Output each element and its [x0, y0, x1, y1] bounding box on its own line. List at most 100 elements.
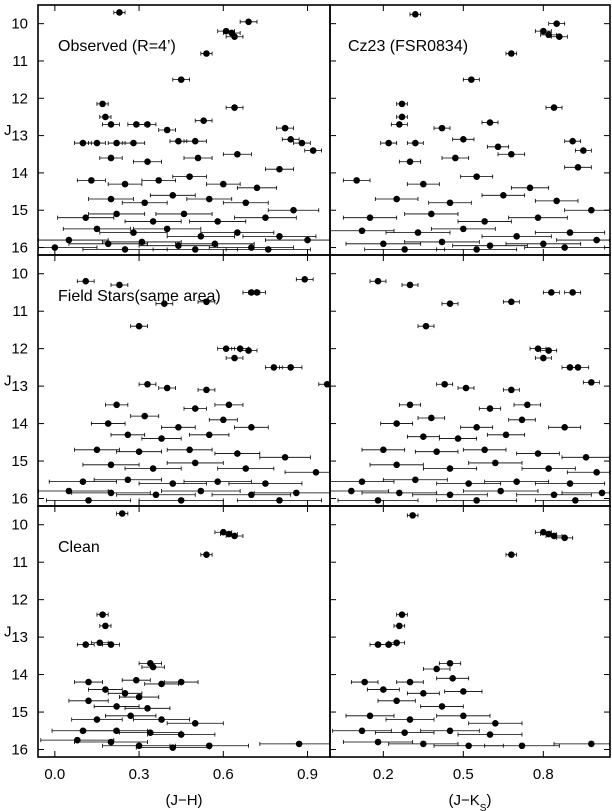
point-marker	[214, 218, 221, 225]
data-point	[406, 433, 440, 440]
y-tick-label: 10	[11, 266, 28, 283]
data-point	[135, 744, 210, 751]
point-marker	[245, 347, 252, 354]
point-marker	[508, 298, 515, 306]
data-point	[417, 322, 435, 330]
point-marker	[102, 113, 109, 121]
data-point	[88, 195, 134, 203]
data-point	[484, 742, 560, 750]
point-marker	[393, 420, 400, 427]
data-point	[524, 244, 606, 251]
data-point	[380, 420, 414, 427]
y-tick-label: 12	[11, 90, 28, 107]
point-marker	[93, 139, 101, 147]
point-marker	[262, 480, 269, 487]
point-marker	[222, 27, 230, 35]
point-marker	[500, 191, 507, 199]
data-point	[382, 476, 448, 484]
data-point	[253, 489, 330, 497]
y-tick-label: 12	[11, 341, 28, 358]
point-marker	[231, 532, 238, 540]
data-point	[508, 214, 568, 221]
point-marker	[398, 611, 406, 618]
point-marker	[374, 641, 382, 648]
data-point	[124, 465, 182, 472]
point-marker	[205, 742, 213, 750]
point-marker	[169, 191, 177, 199]
point-marker	[197, 487, 205, 495]
point-marker	[492, 719, 499, 727]
y-tick-label: 15	[11, 453, 28, 470]
data-point	[138, 497, 224, 504]
data-point	[534, 197, 579, 205]
point-marker	[508, 551, 515, 559]
y-tick-label: 13	[11, 629, 28, 646]
data-point	[436, 380, 454, 388]
data-point	[96, 611, 109, 618]
data-point	[388, 740, 459, 748]
data-point	[428, 199, 472, 207]
point-marker	[401, 729, 408, 736]
point-marker	[79, 727, 87, 735]
data-point	[396, 611, 408, 618]
point-marker	[276, 233, 283, 240]
point-marker	[486, 405, 494, 412]
point-marker	[366, 214, 374, 221]
data-point	[107, 690, 143, 697]
data-point	[99, 622, 112, 630]
point-marker	[561, 244, 568, 251]
point-marker	[138, 238, 146, 246]
point-marker	[88, 177, 95, 184]
data-point	[116, 510, 129, 517]
point-marker	[121, 690, 129, 697]
data-point	[71, 489, 151, 497]
point-marker	[211, 240, 219, 248]
point-marker	[465, 480, 472, 487]
point-marker	[222, 345, 230, 352]
point-marker	[534, 214, 542, 221]
data-point	[161, 424, 196, 431]
data-point	[444, 688, 483, 695]
data-point	[217, 465, 275, 472]
data-point	[364, 246, 446, 253]
data-point	[104, 712, 157, 720]
data-point	[88, 139, 106, 147]
point-marker	[412, 476, 419, 484]
point-marker	[205, 195, 213, 203]
data-point	[38, 236, 109, 244]
data-point	[121, 676, 151, 684]
point-marker	[51, 244, 59, 251]
point-marker	[497, 487, 504, 495]
data-point	[460, 424, 494, 431]
data-point	[228, 480, 303, 487]
data-point	[433, 124, 451, 132]
point-marker	[135, 448, 143, 455]
data-point	[510, 184, 550, 192]
point-marker	[508, 386, 515, 394]
data-point	[155, 210, 213, 218]
data-point	[236, 497, 322, 504]
point-marker	[175, 424, 182, 431]
data-point	[534, 229, 606, 236]
data-point	[508, 416, 536, 424]
point-marker	[572, 497, 579, 504]
data-point	[516, 491, 592, 499]
point-marker	[454, 435, 462, 442]
point-marker	[473, 246, 480, 253]
point-marker	[366, 712, 374, 720]
point-marker	[191, 719, 199, 727]
point-marker	[446, 660, 454, 667]
point-marker	[518, 742, 526, 750]
point-marker	[494, 143, 502, 151]
point-marker	[433, 448, 440, 455]
data-point	[542, 289, 560, 296]
point-marker	[113, 703, 120, 710]
y-tick-label: 14	[11, 667, 28, 684]
data-point	[116, 448, 162, 455]
point-marker	[85, 678, 92, 686]
point-marker	[281, 453, 289, 461]
data-point	[566, 364, 590, 371]
data-point	[88, 686, 123, 693]
data-point	[267, 206, 320, 214]
panel-title-right: Cz23 (FSR0834)	[348, 38, 468, 55]
